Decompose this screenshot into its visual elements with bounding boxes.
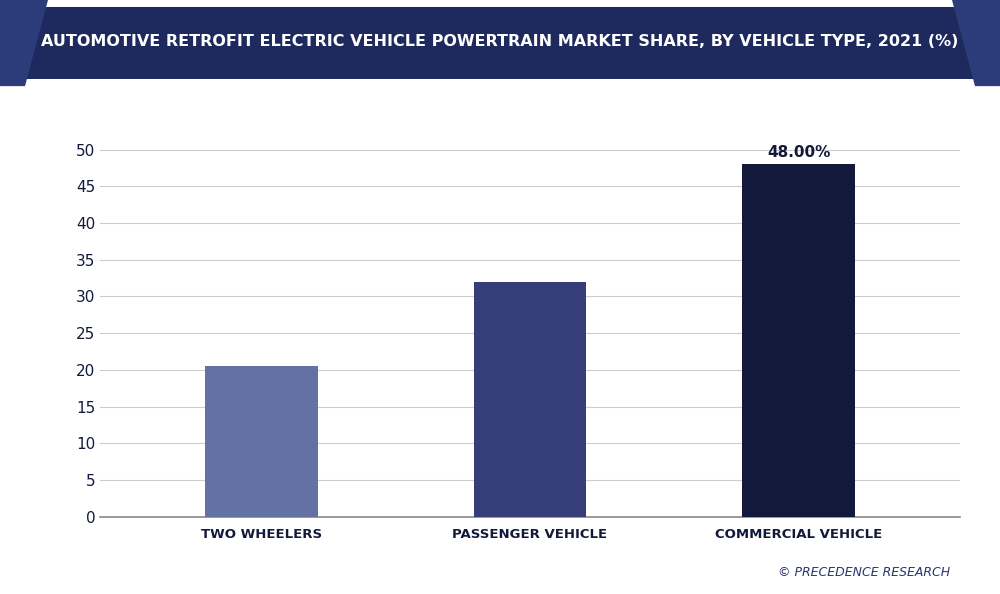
Bar xyxy=(205,366,318,517)
Bar xyxy=(474,282,586,517)
Bar xyxy=(742,165,855,517)
Text: © PRECEDENCE RESEARCH: © PRECEDENCE RESEARCH xyxy=(778,566,950,579)
Text: AUTOMOTIVE RETROFIT ELECTRIC VEHICLE POWERTRAIN MARKET SHARE, BY VEHICLE TYPE, 2: AUTOMOTIVE RETROFIT ELECTRIC VEHICLE POW… xyxy=(41,34,959,49)
Polygon shape xyxy=(952,0,1000,86)
Text: 48.00%: 48.00% xyxy=(767,145,830,160)
Bar xyxy=(18,7,982,79)
Polygon shape xyxy=(0,0,48,86)
